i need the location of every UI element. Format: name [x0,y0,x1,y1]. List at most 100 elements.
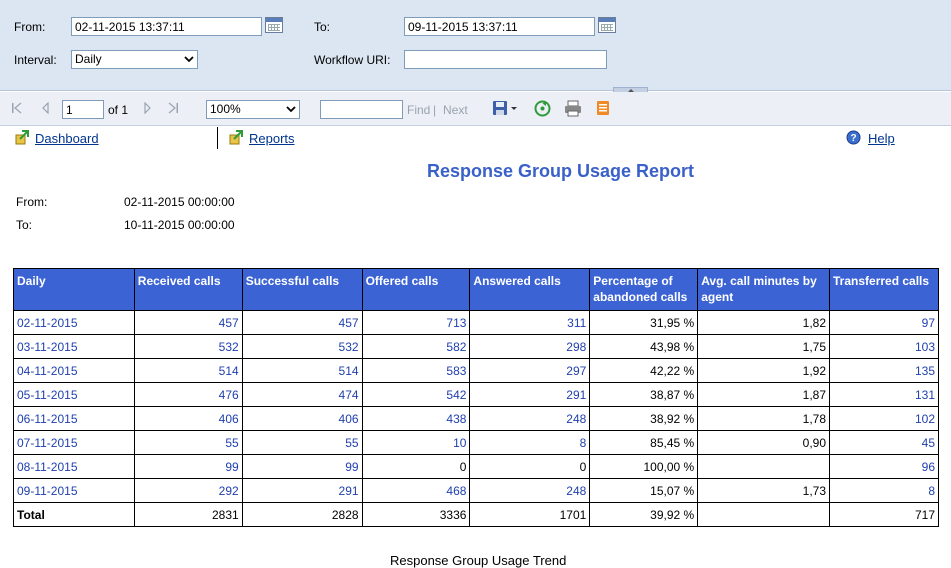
value-cell[interactable]: 291 [469,382,591,407]
value-cell[interactable]: 713 [361,310,471,335]
header-transferred-calls: Transferred calls [829,268,939,311]
to-date-input[interactable] [404,17,595,36]
total-cell: 3336 [361,502,471,527]
page-count-text: of 1 [108,103,129,117]
date-cell[interactable]: 06-11-2015 [13,406,135,431]
collapse-parameters-toggle[interactable] [613,87,648,93]
value-cell[interactable]: 532 [241,334,363,359]
value-cell[interactable]: 45 [829,430,939,455]
report-to-label: To: [16,218,33,232]
value-cell[interactable]: 292 [133,478,243,503]
value-cell[interactable]: 476 [133,382,243,407]
total-cell [697,502,831,527]
value-cell[interactable]: 97 [829,310,939,335]
find-next-link[interactable]: Next [443,103,468,117]
refresh-icon[interactable] [534,100,551,117]
value-cell[interactable]: 468 [361,478,471,503]
value-cell[interactable]: 96 [829,454,939,479]
value-cell[interactable]: 311 [469,310,591,335]
value-cell: 1,92 [697,358,831,383]
value-cell [697,454,831,479]
value-cell[interactable]: 248 [469,478,591,503]
page-number-input[interactable] [62,100,104,119]
table-row: 02-11-2015 457 457 713 311 31,95 % 1,82 97 [13,310,939,335]
previous-page-icon[interactable] [40,102,52,114]
value-cell[interactable]: 291 [241,478,363,503]
value-cell[interactable]: 99 [133,454,243,479]
value-cell[interactable]: 135 [829,358,939,383]
total-row: Total 2831 2828 3336 1701 39,92 % 717 [13,502,939,527]
value-cell[interactable]: 406 [241,406,363,431]
last-page-icon[interactable] [167,102,179,114]
value-cell[interactable]: 55 [241,430,363,455]
first-page-icon[interactable] [11,102,23,114]
interval-label: Interval: [14,53,57,67]
date-cell[interactable]: 08-11-2015 [13,454,135,479]
value-cell: 38,92 % [589,406,699,431]
value-cell[interactable]: 131 [829,382,939,407]
value-cell[interactable]: 298 [469,334,591,359]
atom-feed-icon[interactable] [596,100,610,116]
date-cell[interactable]: 02-11-2015 [13,310,135,335]
date-cell[interactable]: 03-11-2015 [13,334,135,359]
dashboard-link[interactable]: Dashboard [35,131,99,146]
interval-select[interactable]: Daily [71,50,198,69]
date-cell[interactable]: 09-11-2015 [13,478,135,503]
total-cell: 717 [829,502,939,527]
value-cell[interactable]: 406 [133,406,243,431]
value-cell[interactable]: 99 [241,454,363,479]
value-cell: 42,22 % [589,358,699,383]
value-cell[interactable]: 103 [829,334,939,359]
date-cell[interactable]: 07-11-2015 [13,430,135,455]
value-cell[interactable]: 514 [133,358,243,383]
reports-icon [229,130,243,145]
value-cell: 43,98 % [589,334,699,359]
value-cell[interactable]: 55 [133,430,243,455]
find-link[interactable]: Find [407,103,431,117]
report-from-label: From: [16,195,48,209]
value-cell[interactable]: 8 [469,430,591,455]
help-link[interactable]: Help [868,131,895,146]
table-row: 06-11-2015 406 406 438 248 38,92 % 1,78 102 [13,406,939,431]
value-cell: 0 [361,454,471,479]
value-cell: 0 [469,454,591,479]
value-cell[interactable]: 438 [361,406,471,431]
print-icon[interactable] [564,100,582,117]
value-cell[interactable]: 102 [829,406,939,431]
total-label: Total [13,502,135,527]
date-cell[interactable]: 05-11-2015 [13,382,135,407]
header-successful-calls: Successful calls [241,268,363,311]
value-cell[interactable]: 457 [241,310,363,335]
workflow-uri-input[interactable] [404,50,607,69]
table-row: 04-11-2015 514 514 583 297 42,22 % 1,92 135 [13,358,939,383]
value-cell[interactable]: 514 [241,358,363,383]
header-daily: Daily [13,268,135,311]
from-calendar-icon[interactable] [265,17,283,33]
report-from-value: 02-11-2015 00:00:00 [124,195,235,209]
value-cell: 1,82 [697,310,831,335]
value-cell[interactable]: 474 [241,382,363,407]
from-date-input[interactable] [71,17,262,36]
value-cell[interactable]: 8 [829,478,939,503]
value-cell: 100,00 % [589,454,699,479]
value-cell[interactable]: 532 [133,334,243,359]
reports-link[interactable]: Reports [249,131,295,146]
value-cell: 1,73 [697,478,831,503]
value-cell[interactable]: 583 [361,358,471,383]
zoom-select[interactable]: 100% [206,100,300,119]
export-save-icon[interactable] [492,100,518,116]
value-cell: 1,78 [697,406,831,431]
value-cell[interactable]: 457 [133,310,243,335]
find-text-input[interactable] [320,100,403,119]
total-cell: 39,92 % [589,502,699,527]
header-offered-calls: Offered calls [361,268,471,311]
value-cell[interactable]: 248 [469,406,591,431]
date-cell[interactable]: 04-11-2015 [13,358,135,383]
value-cell[interactable]: 10 [361,430,471,455]
value-cell[interactable]: 542 [361,382,471,407]
value-cell[interactable]: 297 [469,358,591,383]
value-cell[interactable]: 582 [361,334,471,359]
to-calendar-icon[interactable] [598,17,616,33]
next-page-icon[interactable] [141,102,153,114]
to-label: To: [314,20,331,34]
